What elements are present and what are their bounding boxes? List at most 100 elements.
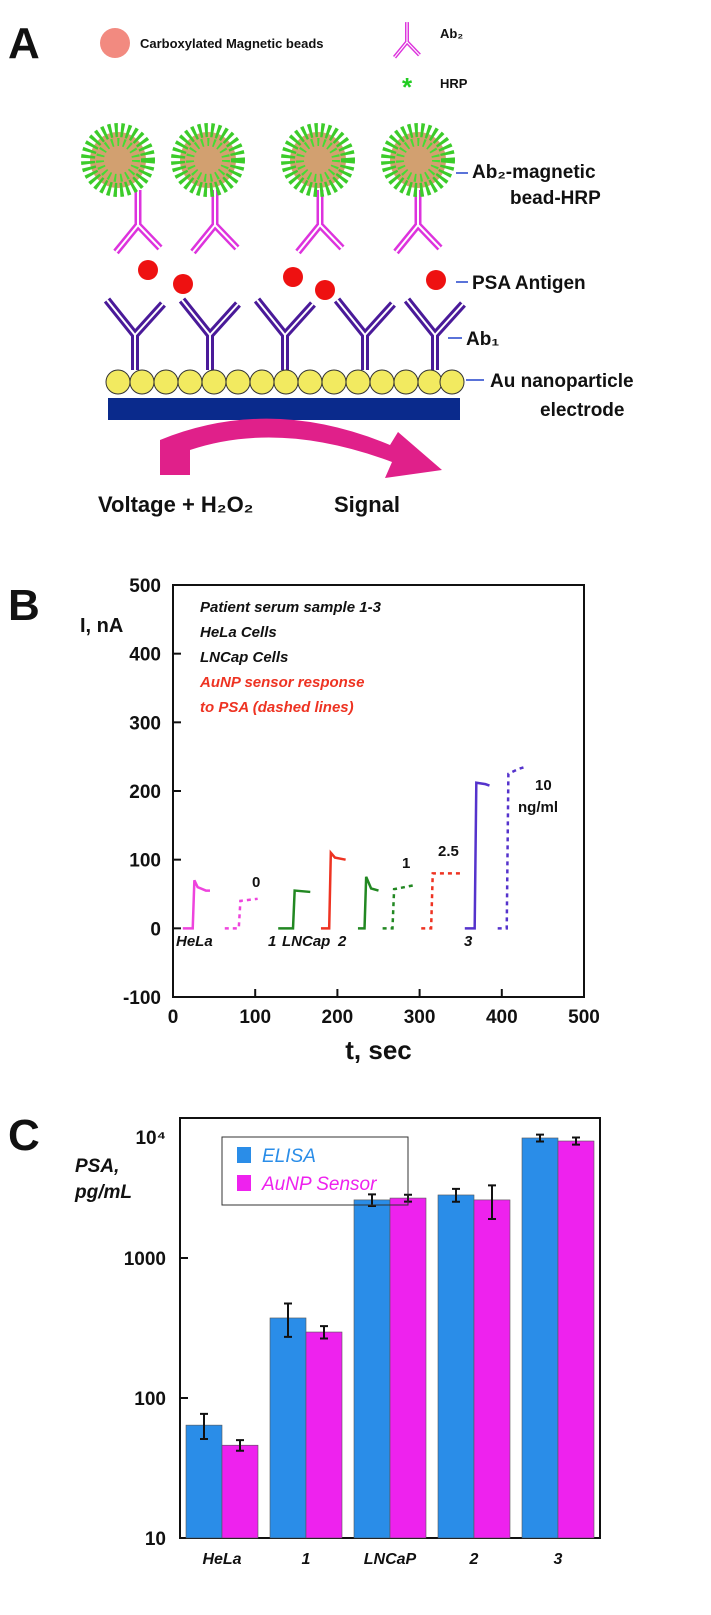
annotation: AuNP sensor response [199,674,365,691]
input-label: Voltage + H₂O₂ [98,492,253,517]
point-label: 1 [402,855,410,872]
y-axis-label: PSA, [75,1156,119,1177]
bar [185,1424,223,1539]
error-bar [488,1184,496,1220]
ab1 [407,300,463,370]
bar [221,1444,259,1539]
diagram-label: Ab₂-magnetic [472,162,596,183]
line-series [421,872,461,930]
error-bar [236,1439,244,1452]
error-bar [284,1302,292,1338]
legend-label: AuNP Sensor [261,1174,377,1195]
diagram-label: PSA Antigen [472,273,586,294]
point-label: 2.5 [438,843,459,860]
ab1 [257,300,313,370]
legend-text: HRP [440,76,468,91]
antigens [138,260,446,300]
y-tick-label: 500 [129,576,161,597]
panel-label: C [8,1111,40,1160]
x-tick-label: HeLa [202,1551,241,1568]
ab2 [193,190,237,252]
y-tick-label: -100 [123,988,161,1009]
output-label: Signal [334,492,400,517]
diagram-label: electrode [540,400,624,421]
signal-arrow [160,418,442,478]
line-series [382,883,415,930]
electrode [108,398,460,420]
bar [473,1199,511,1539]
bead [178,130,238,190]
y-tick-label: 400 [129,645,161,666]
pointer-arrows [448,172,484,381]
error-bar [536,1133,544,1143]
line-series [464,781,490,930]
hrp-icon: * [402,72,413,102]
y-tick-label: 10⁴ [135,1128,166,1149]
point-label: 2 [337,933,347,950]
line-series [224,897,258,930]
y-axis-label: I, nA [80,615,123,637]
legend-text: Carboxylated Magnetic beads [140,36,324,51]
error-bar [200,1412,208,1440]
line-series [357,876,379,930]
line-series [278,889,311,930]
bar [353,1199,391,1539]
x-tick-label: 200 [322,1007,354,1028]
error-bar [452,1187,460,1203]
legend-swatch [237,1147,251,1163]
x-tick-label: 100 [239,1007,271,1028]
y-tick-label: 10 [145,1529,166,1550]
bead [88,130,148,190]
ab2-icon [392,22,422,60]
panel-label: A [8,19,40,68]
ab2 [396,190,440,252]
annotation: HeLa Cells [200,624,277,641]
point-label: 0 [252,874,260,891]
panel-label: B [8,581,40,630]
x-tick-label: 400 [486,1007,518,1028]
x-tick-label: 300 [404,1007,436,1028]
x-tick-label: 1 [302,1551,311,1568]
diagram-label: bead-HRP [510,188,601,209]
plot-frame [172,584,585,998]
x-tick-label: 3 [554,1551,563,1568]
bead-icon [100,28,130,58]
annotation: Patient serum sample 1-3 [200,599,382,616]
legend-swatch [237,1175,251,1191]
point-label: HeLa [176,933,213,950]
y-axis-label: pg/mL [74,1182,132,1203]
legend-box [221,1136,409,1206]
bar [521,1137,559,1539]
bar [305,1331,343,1539]
legend-label: ELISA [262,1146,316,1167]
point-label: 3 [464,933,473,950]
x-tick-label: 500 [568,1007,600,1028]
y-tick-label: 1000 [124,1249,166,1270]
annotation: LNCap Cells [200,649,288,666]
bar [557,1140,595,1539]
bar [389,1197,427,1539]
ab1 [337,300,393,370]
bar [437,1194,475,1539]
y-tick-label: 100 [129,851,161,872]
error-bar [572,1136,580,1146]
x-tick-label: 0 [168,1007,179,1028]
bar [269,1317,307,1539]
y-tick-label: 100 [134,1389,166,1410]
point-label: ng/ml [518,799,558,816]
x-axis-label: t, sec [345,1035,412,1065]
ab2 [298,190,342,252]
point-label: 10 [535,777,552,794]
x-tick-label: 2 [469,1551,479,1568]
x-tick-label: LNCaP [364,1551,417,1568]
bead [388,130,448,190]
line-series [497,765,526,930]
diagram-label: Ab₁ [466,329,499,350]
bead [288,130,348,190]
legend-text: Ab₂ [440,26,463,41]
ab1 [107,300,163,370]
error-bar [368,1193,376,1208]
line-series [182,879,210,930]
y-tick-label: 300 [129,713,161,734]
